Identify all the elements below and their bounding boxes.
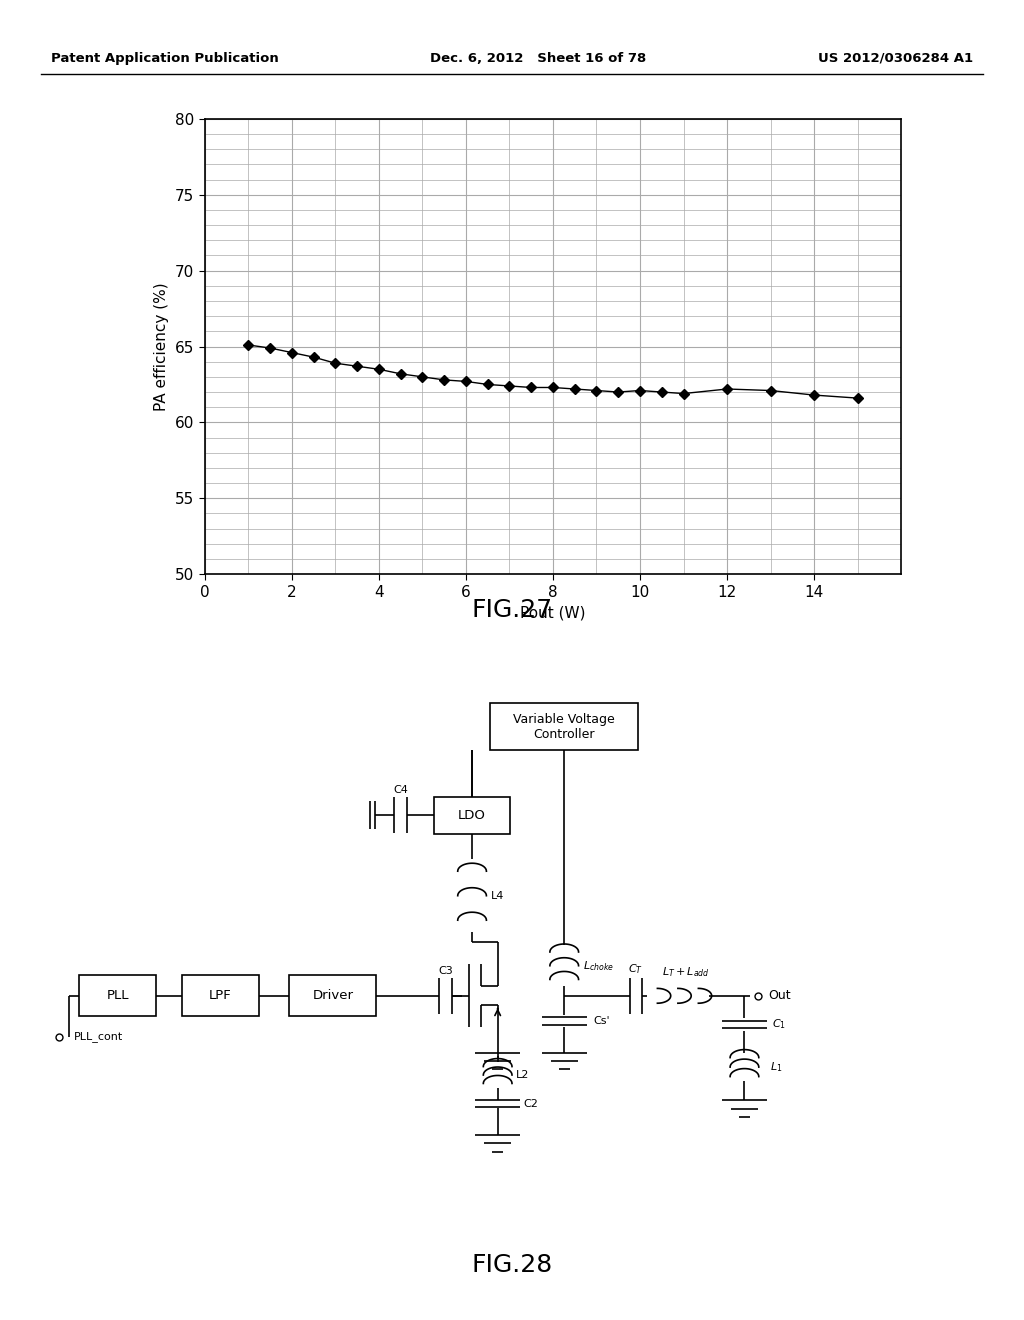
Text: Cs': Cs' xyxy=(593,1016,609,1026)
Text: $C_T$: $C_T$ xyxy=(629,962,643,975)
Text: C2: C2 xyxy=(523,1098,539,1109)
Text: C4: C4 xyxy=(393,785,408,795)
FancyBboxPatch shape xyxy=(490,702,639,750)
Text: L4: L4 xyxy=(490,891,504,900)
X-axis label: Pout (W): Pout (W) xyxy=(520,605,586,620)
Text: Variable Voltage
Controller: Variable Voltage Controller xyxy=(513,713,615,741)
Text: FIG.28: FIG.28 xyxy=(471,1253,553,1276)
Text: $L_T+L_{add}$: $L_T+L_{add}$ xyxy=(662,965,710,979)
Text: FIG.27: FIG.27 xyxy=(471,598,553,622)
Text: Driver: Driver xyxy=(312,989,353,1002)
Text: $L_{choke}$: $L_{choke}$ xyxy=(583,958,613,973)
Text: PLL: PLL xyxy=(106,989,129,1002)
Text: US 2012/0306284 A1: US 2012/0306284 A1 xyxy=(818,51,973,65)
Text: LDO: LDO xyxy=(458,809,486,822)
Y-axis label: PA efficiency (%): PA efficiency (%) xyxy=(155,282,169,411)
Text: Patent Application Publication: Patent Application Publication xyxy=(51,51,279,65)
FancyBboxPatch shape xyxy=(182,975,258,1016)
FancyBboxPatch shape xyxy=(80,975,157,1016)
Text: $C_1$: $C_1$ xyxy=(772,1018,786,1031)
Text: $L_1$: $L_1$ xyxy=(770,1060,782,1074)
Text: Dec. 6, 2012   Sheet 16 of 78: Dec. 6, 2012 Sheet 16 of 78 xyxy=(430,51,646,65)
Text: L2: L2 xyxy=(516,1071,529,1080)
Text: PLL_cont: PLL_cont xyxy=(75,1031,124,1043)
FancyBboxPatch shape xyxy=(290,975,377,1016)
Text: Out: Out xyxy=(768,989,791,1002)
FancyBboxPatch shape xyxy=(434,797,511,834)
Text: LPF: LPF xyxy=(209,989,231,1002)
Text: C3: C3 xyxy=(438,966,453,975)
